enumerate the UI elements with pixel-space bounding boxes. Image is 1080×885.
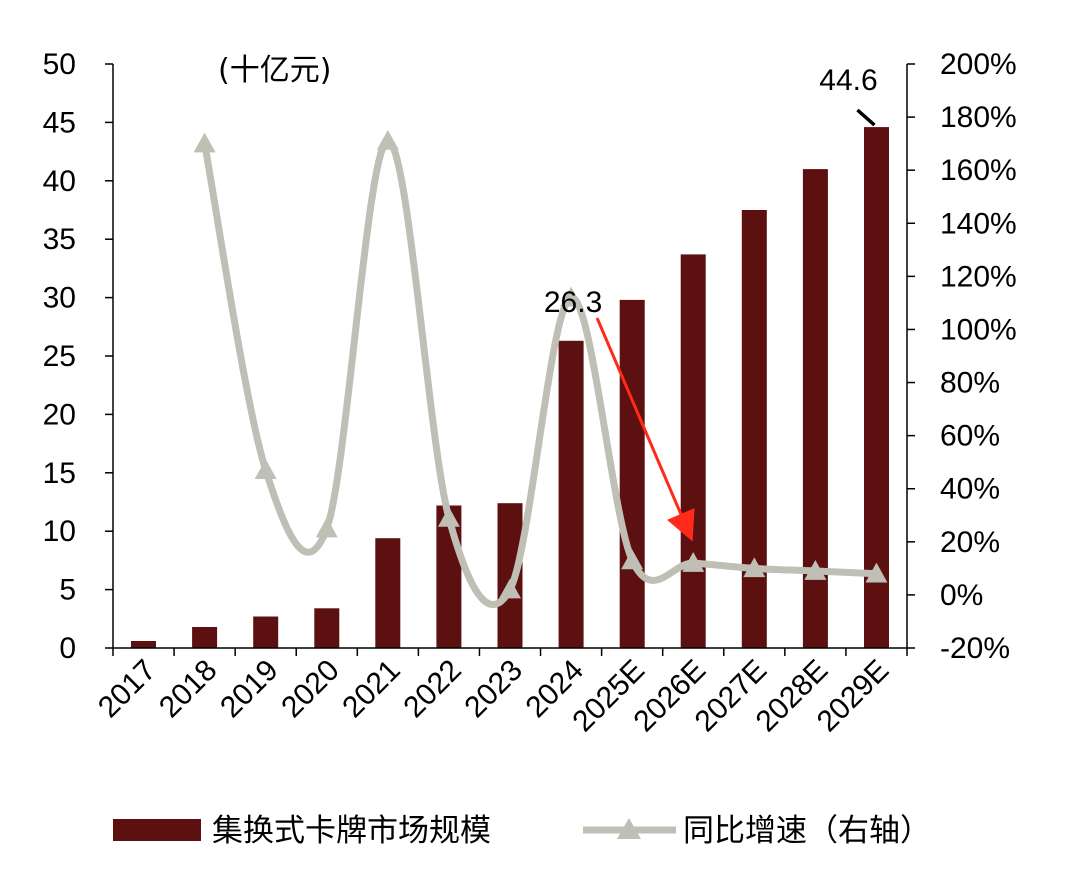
x-tick-label-2023: 2023 [458, 654, 529, 725]
right-tick-label-100: 100% [940, 313, 1017, 346]
growth-marker-2028E [804, 560, 827, 580]
bar-2025E [619, 299, 645, 648]
right-tick-label-80: 80% [940, 367, 1000, 400]
bar-2024 [558, 340, 584, 648]
right-tick-label-180: 180% [940, 101, 1017, 134]
x-tick-label-2017: 2017 [92, 654, 163, 725]
right-tick-label-120: 120% [940, 260, 1017, 293]
bar-2018 [192, 627, 218, 648]
legend-bar-swatch [113, 819, 201, 841]
right-tick-label-200: 200% [940, 48, 1017, 81]
growth-marker-2025E [621, 549, 644, 570]
left-tick-label-40: 40 [43, 165, 76, 198]
right-tick-label-40: 40% [940, 473, 1000, 506]
left-tick-label-10: 10 [43, 515, 76, 548]
growth-marker-2026E [682, 552, 705, 572]
x-tick-label-2019: 2019 [214, 654, 285, 725]
growth-marker-2022 [437, 506, 460, 527]
growth-marker-2018 [193, 132, 216, 153]
left-unit-label: (十亿元) [218, 53, 331, 88]
bar-2020 [314, 608, 340, 648]
right-tick-label-140: 140% [940, 207, 1017, 240]
bar-2019 [253, 616, 279, 648]
left-tick-label-15: 15 [43, 457, 76, 490]
growth-marker-2023 [499, 578, 521, 599]
bar-2017 [131, 641, 156, 648]
growth-line [201, 137, 880, 608]
x-tick-label-2022: 2022 [397, 654, 468, 725]
legend-triangle-icon [617, 818, 641, 839]
bar-2029E [864, 127, 889, 649]
x-tick-label-2021: 2021 [336, 654, 407, 725]
x-tick-label-2020: 2020 [275, 654, 346, 725]
legend-label-line: 同比增速（右轴） [683, 813, 931, 849]
left-tick-label-35: 35 [43, 223, 76, 256]
bar-2026E [680, 254, 706, 648]
left-tick-label-5: 5 [59, 574, 76, 607]
growth-marker-2029E [865, 562, 888, 583]
growth-marker-2019 [254, 459, 277, 479]
legend-group: 集换式卡牌市场规模 同比增速（右轴） [113, 813, 931, 849]
growth-marker-2021 [376, 129, 399, 150]
left-tick-label-30: 30 [43, 282, 76, 315]
bar-2027E [741, 210, 767, 648]
data-label-leader-line [856, 108, 876, 127]
left-tick-label-50: 50 [43, 48, 76, 81]
growth-marker-2027E [743, 557, 766, 578]
right-tick-label--20: -20% [940, 632, 1010, 665]
right-tick-label-20: 20% [940, 526, 1000, 559]
right-tick-label-160: 160% [940, 154, 1017, 187]
annotations-group: 26.3 44.6 [544, 64, 878, 542]
left-tick-label-45: 45 [43, 106, 76, 139]
right-tick-label-0: 0% [940, 579, 983, 612]
data-label-2029E: 44.6 [819, 64, 877, 97]
growth-marker-2020 [315, 517, 338, 538]
data-label-2024: 26.3 [544, 286, 602, 319]
left-tick-label-0: 0 [59, 632, 76, 665]
bar-2021 [375, 538, 401, 648]
right-tick-label-60: 60% [940, 420, 1000, 453]
left-tick-label-20: 20 [43, 398, 76, 431]
x-tick-label-2018: 2018 [153, 654, 224, 725]
growth-marker-2024 [560, 286, 583, 307]
legend-label-bar: 集换式卡牌市场规模 [212, 813, 491, 849]
line-group [193, 129, 888, 608]
left-tick-label-25: 25 [43, 340, 76, 373]
red-arrow [595, 317, 695, 542]
